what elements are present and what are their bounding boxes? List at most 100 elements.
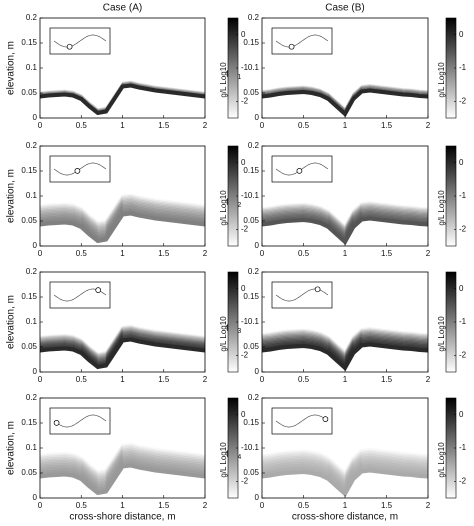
density-cloud (262, 206, 428, 234)
column-title: Case (A) (103, 3, 142, 14)
colorbar-label: g/L Log10 (437, 62, 446, 98)
x-tick-label: 1 (343, 121, 348, 130)
y-tick-label: 0.2 (248, 13, 260, 22)
plot-layer (262, 447, 428, 498)
y-tick-label: 0.15 (21, 166, 37, 175)
density-cloud (262, 454, 428, 483)
y-tick-label: 0.2 (248, 141, 260, 150)
x-tick-label: 1 (343, 375, 348, 384)
y-tick-label: 0.1 (248, 317, 260, 326)
y-axis-label: elevation, m (6, 169, 17, 223)
x-tick-label: 1.5 (158, 121, 170, 130)
y-tick-label: 0.1 (26, 191, 38, 200)
y-tick-label: 0.05 (21, 468, 37, 477)
density-cloud (262, 85, 428, 111)
inset-marker (296, 168, 303, 174)
density-cloud (40, 328, 205, 358)
y-axis-label: elevation, m (6, 421, 17, 475)
x-tick-label: 0 (260, 501, 265, 510)
density-cloud (262, 85, 428, 111)
colorbar-tick-label: -1 (241, 63, 249, 72)
density-core (262, 468, 428, 498)
y-axis-label: elevation, m (6, 41, 17, 95)
density-cloud (262, 203, 428, 231)
density-cloud (40, 197, 205, 229)
colorbar-tick-label: -2 (241, 350, 249, 359)
density-cloud (40, 80, 205, 110)
x-tick-label: 2 (203, 375, 208, 384)
x-tick-label: 1.5 (158, 249, 170, 258)
colorbar-tick-label: 0 (241, 410, 246, 419)
x-tick-label: 1 (120, 249, 125, 258)
y-tick-label: 0.05 (21, 88, 37, 97)
plot-layer (40, 442, 205, 496)
density-cloud (262, 84, 428, 110)
y-tick-label: 0.15 (243, 418, 259, 427)
density-cloud (262, 450, 428, 480)
y-tick-label: 0.05 (243, 216, 259, 225)
inset-box (49, 27, 111, 55)
y-tick-label: 0.1 (248, 63, 260, 72)
x-tick-label: 2 (203, 249, 208, 258)
density-cloud (40, 81, 205, 111)
density-cloud (40, 442, 205, 474)
inset-wave (53, 162, 107, 176)
density-cloud (262, 329, 428, 357)
y-tick-label: 0.05 (243, 88, 259, 97)
colorbar-label: g/L Log10 (437, 190, 446, 226)
x-tick-label: 1.5 (381, 375, 393, 384)
y-tick-label: 0.15 (243, 38, 259, 47)
y-tick-label: 0 (255, 113, 260, 122)
density-cloud (262, 204, 428, 232)
density-cloud (40, 193, 205, 225)
density-cloud (262, 327, 428, 355)
colorbar-tick-label: -1 (241, 443, 249, 452)
x-tick-label: 0.5 (76, 249, 88, 258)
column-title: Case (B) (325, 3, 364, 14)
x-tick-label: 0.5 (76, 501, 88, 510)
y-tick-label: 0.15 (243, 292, 259, 301)
density-cloud (40, 202, 205, 233)
x-tick-label: 1.5 (158, 375, 170, 384)
colorbar-tick-label: -2 (241, 96, 249, 105)
inset-wave (53, 34, 107, 48)
x-tick-label: 2 (426, 501, 431, 510)
density-cloud (40, 82, 205, 112)
density-cloud (40, 450, 205, 482)
density-cloud (40, 445, 205, 478)
inset-wave (275, 162, 329, 176)
y-tick-label: 0.2 (26, 13, 38, 22)
y-tick-label: 0.05 (21, 342, 37, 351)
density-core (40, 83, 205, 116)
x-tick-label: 0.5 (76, 375, 88, 384)
x-axis-label: cross-shore distance, m (292, 512, 398, 523)
x-tick-label: 0 (38, 501, 43, 510)
y-tick-label: 0.05 (21, 216, 37, 225)
density-cloud (40, 194, 205, 226)
y-tick-label: 0 (255, 367, 260, 376)
density-cloud (40, 199, 205, 230)
inset-marker (74, 168, 81, 174)
colorbar-label: g/L Log10 (219, 316, 228, 352)
plot-layer (40, 193, 205, 244)
plot-layer (40, 80, 205, 116)
y-tick-label: 0.1 (26, 443, 38, 452)
x-tick-label: 0 (38, 121, 43, 130)
colorbar-tick-label: -1 (459, 63, 467, 72)
density-cloud (40, 200, 205, 232)
inset-wave (275, 34, 329, 48)
plot-layer (262, 201, 428, 246)
x-tick-label: 0.5 (298, 121, 310, 130)
x-axis-label: cross-shore distance, m (69, 512, 175, 523)
x-tick-label: 1 (120, 121, 125, 130)
colorbar-tick-label: -2 (459, 96, 467, 105)
x-tick-label: 0.5 (298, 249, 310, 258)
density-cloud (262, 452, 428, 481)
y-axis-label: elevation, m (6, 295, 17, 349)
x-tick-label: 2 (426, 121, 431, 130)
colorbar-label: g/L Log10 (219, 62, 228, 98)
colorbar-label: g/L Log10 (219, 442, 228, 478)
time-label-sub: 4 (237, 454, 241, 461)
time-label-sub: 1 (237, 74, 241, 81)
